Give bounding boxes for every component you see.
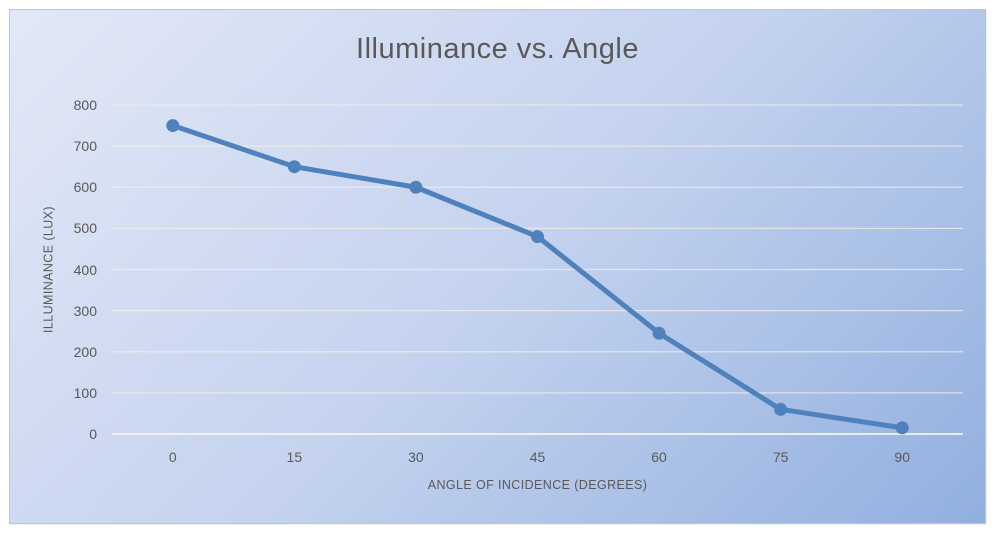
data-point-marker <box>166 119 180 133</box>
data-point-marker <box>652 326 666 340</box>
data-point-marker <box>409 180 423 194</box>
x-tick-label: 45 <box>529 449 546 465</box>
x-tick-label: 90 <box>894 449 910 465</box>
plot-area <box>112 104 963 435</box>
y-tick-label: 200 <box>73 343 97 360</box>
data-point-marker <box>531 230 544 244</box>
chart-title: Illuminance vs. Angle <box>356 33 639 65</box>
data-point-marker <box>895 421 909 435</box>
y-tick-label: 400 <box>73 261 97 278</box>
data-point-marker <box>774 402 788 416</box>
x-axis-title: ANGLE OF INCIDENCE (DEGREES) <box>427 478 648 492</box>
y-tick-label: 300 <box>73 302 97 319</box>
y-tick-label: 500 <box>73 220 97 237</box>
x-tick-label: 15 <box>286 449 303 465</box>
x-tick-label: 75 <box>772 449 789 465</box>
y-tick-label: 0 <box>89 426 97 442</box>
data-point-marker <box>287 160 301 174</box>
y-tick-label: 700 <box>73 138 97 155</box>
line-series <box>170 123 905 431</box>
y-tick-label: 800 <box>73 97 97 113</box>
line-chart-svg <box>112 104 963 435</box>
chart-frame <box>9 9 986 524</box>
x-tick-label: 0 <box>168 449 177 465</box>
x-tick-label: 60 <box>651 449 667 465</box>
y-tick-label: 100 <box>73 384 97 401</box>
x-tick-label: 30 <box>408 449 424 465</box>
y-tick-label: 600 <box>73 179 97 196</box>
